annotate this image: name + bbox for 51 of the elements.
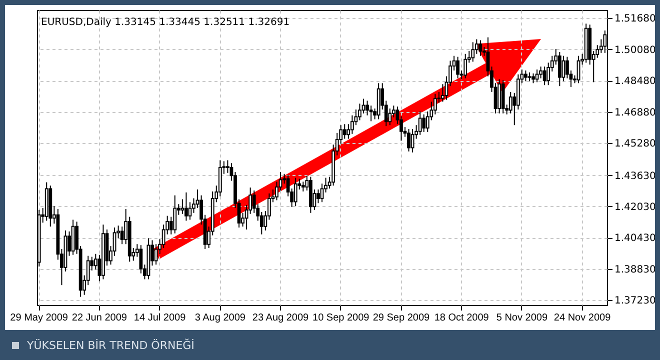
candlestick	[173, 194, 177, 234]
text: EURUSD,Daily 1.33145 1.33445 1.32511 1.32691	[41, 17, 290, 28]
y-tick-label: 1.46880	[614, 107, 656, 118]
y-tick-label: 1.48480	[614, 76, 656, 88]
candlestick	[418, 110, 422, 136]
candlestick	[576, 55, 580, 84]
candlestick	[184, 192, 188, 222]
candlestick	[358, 103, 362, 121]
candlestick	[539, 66, 542, 79]
y-tick-label: 1.40430	[614, 233, 656, 244]
candlestick	[407, 128, 410, 152]
candlestick	[180, 198, 184, 214]
candlestick	[316, 188, 320, 204]
candlestick	[532, 72, 535, 84]
x-tick-label: 14 Jul 2009	[134, 312, 186, 324]
y-tick-label: 1.37230	[614, 296, 656, 307]
text: YÜKSELEN BİR TREND ÖRNEĞİ	[27, 339, 194, 352]
y-tick-label: 1.50080	[614, 44, 656, 56]
y-tick-label: 1.43630	[614, 170, 656, 182]
candlestick	[464, 53, 468, 79]
candlestick	[410, 128, 414, 153]
x-tick-label: 23 Aug 2009	[252, 312, 310, 324]
candlestick	[524, 70, 528, 82]
candlestick	[320, 183, 324, 203]
candlestick	[422, 114, 426, 132]
candlestick	[154, 244, 158, 266]
x-tick-label: 22 Jun 2009	[72, 312, 128, 324]
candlestick	[471, 42, 475, 62]
x-tick-label: 18 Oct 2009	[434, 312, 490, 324]
x-tick-label: 5 Nov 2009	[496, 312, 548, 324]
candlestick	[188, 202, 192, 220]
candlestick	[558, 51, 562, 87]
candlestick	[535, 69, 539, 83]
y-tick-label: 1.45280	[614, 138, 656, 150]
candlestick	[562, 55, 566, 82]
y-tick-label: 1.42030	[614, 202, 656, 213]
candlestick	[294, 177, 298, 207]
x-tick-label: 24 Nov 2009	[554, 312, 612, 324]
x-tick-label: 10 Sep 2009	[312, 312, 370, 324]
y-tick-label: 1.38830	[614, 264, 656, 276]
x-tick-label: 29 Sep 2009	[372, 312, 430, 324]
candlestick	[388, 108, 392, 126]
x-tick-label: 29 May 2009	[10, 312, 68, 324]
candlestick	[542, 66, 546, 86]
candlestick	[456, 56, 460, 79]
candlestick	[342, 124, 346, 140]
candlestick	[478, 40, 482, 56]
candlestick	[301, 181, 305, 192]
candlestick	[362, 98, 366, 114]
y-tick-label: 1.51680	[614, 14, 656, 25]
x-tick-label: 3 Aug 2009	[194, 312, 246, 324]
